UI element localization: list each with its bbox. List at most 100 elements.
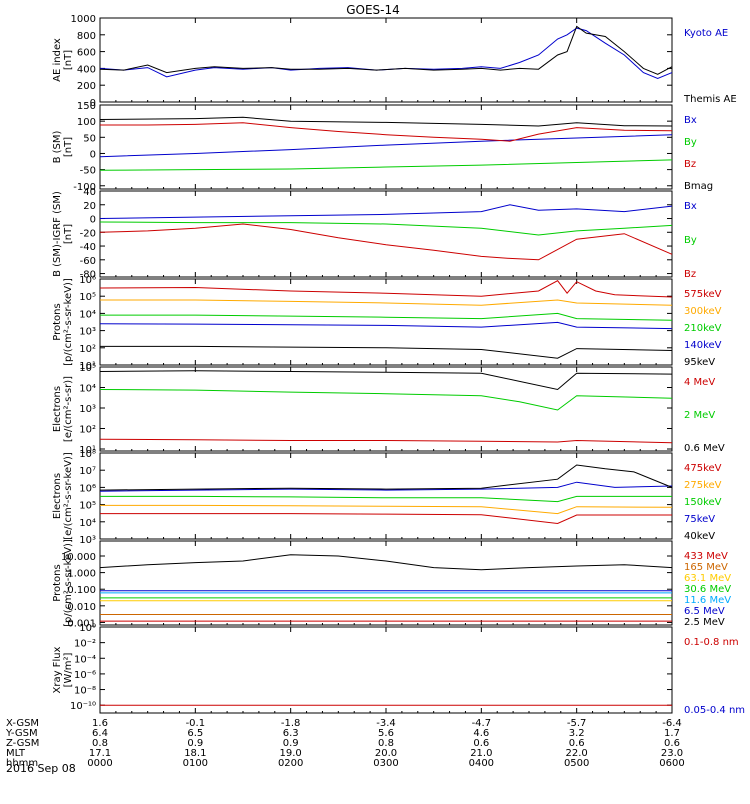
footer-value: 6.5: [187, 728, 203, 739]
legend-entry: Bmag: [684, 181, 713, 192]
y-axis-label: [nT]: [63, 50, 74, 70]
y-tick-label: 0.100: [67, 585, 96, 596]
footer-value: 0400: [469, 758, 494, 769]
series-line-kyoto-ae: [99, 27, 673, 80]
y-axis-label: B (SM): [52, 130, 63, 163]
legend-entry: Bx: [684, 115, 697, 126]
y-tick-label: -100: [73, 182, 96, 193]
y-tick-label: 20: [83, 201, 96, 212]
series-line-575kev: [99, 280, 673, 298]
legend-entry: Themis AE: [683, 94, 737, 105]
legend-entry: 4 MeV: [684, 377, 715, 388]
y-tick-label: 600: [77, 48, 96, 59]
footer-value: 22.0: [566, 748, 588, 759]
y-tick-label: 10²: [79, 344, 96, 355]
y-tick-label: 1000: [71, 14, 96, 25]
legend-entry: 433 MeV: [684, 551, 728, 562]
series-line-themis-ae: [99, 25, 673, 75]
y-axis-label: [nT]: [63, 137, 74, 157]
series-line-4-mev: [99, 438, 673, 444]
y-tick-label: 10⁵: [79, 501, 96, 512]
legend-entry: 150keV: [684, 497, 722, 508]
y-tick-label: -60: [80, 256, 96, 267]
footer-row-label: MLT: [6, 748, 26, 759]
legend-entry: 75keV: [684, 514, 715, 525]
panel-frame: [99, 626, 673, 714]
series-line-140kev: [99, 321, 673, 330]
footer-row-label: Y-GSM: [5, 728, 38, 739]
footer-value: 0.6: [569, 738, 585, 749]
series-line-150kev: [100, 495, 672, 503]
series-line-bx: [99, 204, 673, 219]
legend-entry: 40keV: [684, 531, 715, 542]
panel-6: 10³ 10⁴ 10⁵ 10⁶ 10⁷ 10⁸ Electrons [e/(cm²-s-sr-…: [52, 449, 722, 546]
footer-value: 6.4: [92, 728, 108, 739]
legend-entry: 63.1 MeV: [684, 573, 731, 584]
series-line-95kev: [100, 345, 673, 359]
series-line-bx: [99, 134, 673, 158]
legend-entry: 300keV: [684, 306, 722, 317]
y-tick-label: 800: [77, 31, 96, 42]
legend-entry: 0.1-0.8 nm: [684, 637, 739, 648]
legend-entry: By: [684, 137, 697, 148]
y-tick-label: 10⁸: [79, 449, 96, 460]
y-tick-label: 50: [83, 133, 96, 144]
y-tick-label: 0: [90, 215, 96, 226]
footer-row-label: Z-GSM: [6, 738, 39, 749]
footer-value: 3.2: [569, 728, 585, 739]
y-axis-label: AE index: [52, 38, 63, 82]
footer-value: -0.1: [186, 718, 206, 729]
footer-value: 0.6: [664, 738, 680, 749]
y-axis-label: [p/(cm²-s-sr-keV)]: [63, 539, 74, 627]
legend-entry: Kyoto AE: [684, 28, 728, 39]
y-tick-label: 10³: [79, 404, 96, 415]
series-line-bmag: [99, 116, 673, 127]
series-line-by: [99, 221, 673, 236]
series-line-bz: [99, 223, 673, 261]
legend-entry: 575keV: [684, 289, 722, 300]
y-axis-label: [nT]: [63, 224, 74, 244]
y-tick-label: 400: [77, 64, 96, 75]
legend-entry: 275keV: [684, 480, 722, 491]
footer-value: 5.6: [378, 728, 394, 739]
y-tick-label: 0.001: [67, 618, 96, 629]
series-line-by: [99, 159, 673, 171]
y-tick-label: 200: [77, 81, 96, 92]
y-tick-label: 100: [77, 117, 96, 128]
panel-3: -80 -60 -40 -20 0 20 40 B (SM)-IGRF (SM) [nT] Bx B…: [52, 187, 697, 281]
chart-title: GOES-14: [346, 3, 400, 17]
legend-entry: By: [684, 235, 697, 246]
footer-row-label: hhmm: [6, 758, 38, 769]
footer-value: 1.7: [664, 728, 680, 739]
panel-1: 0 200 400 600 800 1000 AE index [nT] Kyoto AE The…: [52, 14, 737, 109]
panel-frame: [99, 190, 673, 278]
legend-entry: 30.6 MeV: [684, 584, 731, 595]
y-tick-label: -50: [80, 166, 96, 177]
footer-value: 6.3: [283, 728, 299, 739]
series-line-300kev: [100, 299, 673, 306]
footer-value: 1.6: [92, 718, 108, 729]
legend-entry: 11.6 MeV: [684, 595, 731, 606]
y-tick-label: -20: [80, 228, 96, 239]
panel-5: 10¹ 10² 10³ 10⁴ 10⁵ Electrons [e/(cm²-s-sr)] 4 …: [52, 363, 725, 456]
series-line-75kev: [99, 481, 673, 492]
legend-entry: 0.6 MeV: [684, 443, 725, 454]
y-tick-label: -80: [80, 270, 96, 281]
y-tick-label: 0.010: [67, 602, 96, 613]
series-line-40kev: [99, 464, 673, 491]
legend-entry: 2.5 MeV: [684, 617, 725, 628]
y-tick-label: 10⁴: [79, 309, 96, 320]
y-tick-label: 10³: [79, 327, 96, 338]
series-line-bz: [100, 122, 673, 142]
y-tick-label: 10⁴: [79, 518, 96, 529]
y-tick-label: 1.000: [67, 569, 96, 580]
footer-value: 0.8: [92, 738, 108, 749]
y-tick-label: 150: [77, 101, 96, 112]
y-tick-label: 10.000: [61, 552, 96, 563]
footer-value: 0.6: [473, 738, 489, 749]
footer-value: -5.7: [567, 718, 587, 729]
series-line-2-mev: [99, 389, 673, 411]
